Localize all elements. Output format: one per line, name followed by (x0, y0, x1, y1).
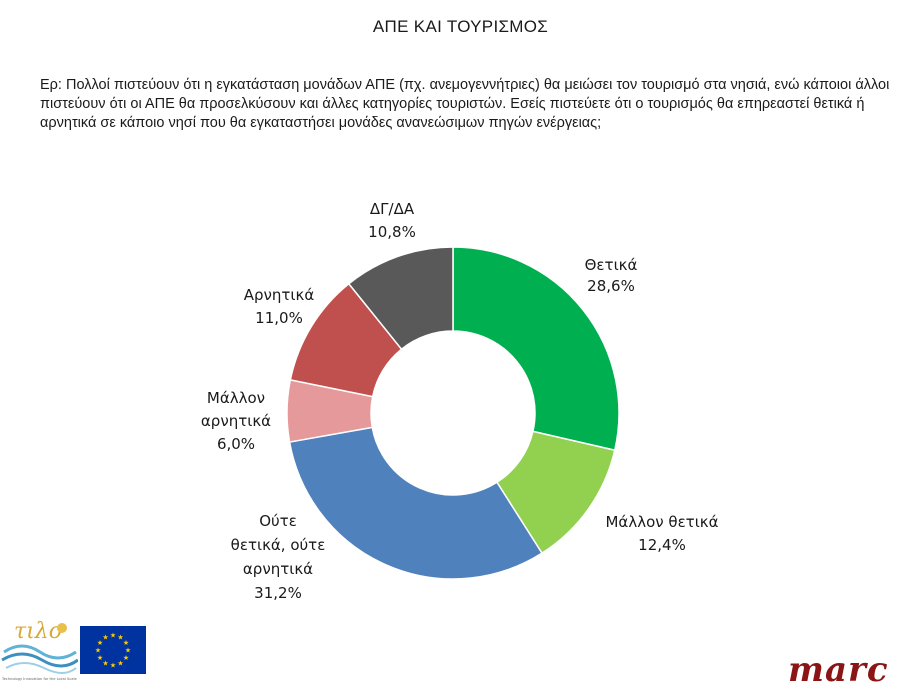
eu-flag-logo: ★ ★★★★★★★★★★★ (80, 626, 146, 674)
slice-category-label: Ούτε (259, 512, 297, 530)
slice-category-label: ΔΓ/ΔΑ (370, 200, 415, 218)
eu-flag-background (80, 626, 146, 674)
eu-star-icon: ★ (110, 632, 116, 640)
eu-star-icon: ★ (123, 639, 129, 647)
slice-value-label: 6,0% (217, 435, 255, 453)
eu-star-icon: ★ (97, 639, 103, 647)
slice-category-label: αρνητικά (243, 560, 313, 578)
eu-star-icon: ★ (110, 662, 116, 670)
tilos-logo: τιλο Technology Innovation for the Local… (1, 619, 78, 681)
eu-star-icon: ★ (95, 647, 101, 655)
slice-value-label: 11,0% (255, 309, 303, 327)
eu-star-icon: ★ (123, 654, 129, 662)
donut-slice (288, 426, 543, 580)
slice-category-label: Θετικά (585, 256, 638, 274)
slice-category-label: Αρνητικά (244, 286, 315, 304)
donut-slice (347, 246, 454, 351)
tilos-logo-sun (57, 623, 67, 633)
survey-question: Ερ: Πολλοί πιστεύουν ότι η εγκατάσταση μ… (40, 77, 890, 131)
eu-star-icon: ★ (117, 659, 123, 667)
eu-star-icon: ★ (125, 647, 131, 655)
svg-text:τιλο: τιλο (14, 619, 62, 644)
slice-value-label: 12,4% (638, 536, 686, 554)
tilos-logo-wave (3, 644, 77, 660)
chart-title: ΑΠΕ ΚΑΙ ΤΟΥΡΙΣΜΟΣ (372, 17, 549, 36)
slice-category-label: Μάλλον θετικά (605, 513, 718, 531)
svg-text:Technology Innovation for the: Technology Innovation for the Local Scal… (1, 677, 78, 681)
donut-slice (452, 246, 620, 452)
tilos-logo-wave (5, 662, 77, 674)
marc-logo: marc (788, 650, 889, 690)
slice-value-label: 10,8% (368, 223, 416, 241)
tilos-logo-wave (1, 652, 78, 668)
eu-star-icon: ★ (102, 659, 108, 667)
eu-star-icon: ★ (97, 654, 103, 662)
slice-category-label: αρνητικά (201, 412, 271, 430)
slice-value-label: 31,2% (254, 584, 302, 602)
slice-category-label: Μάλλον (207, 389, 265, 407)
slice-value-label: 28,6% (587, 277, 635, 295)
eu-star-icon: ★ (117, 634, 123, 642)
eu-star-icon: ★ (102, 634, 108, 642)
slice-category-label: θετικά, ούτε (231, 536, 326, 554)
